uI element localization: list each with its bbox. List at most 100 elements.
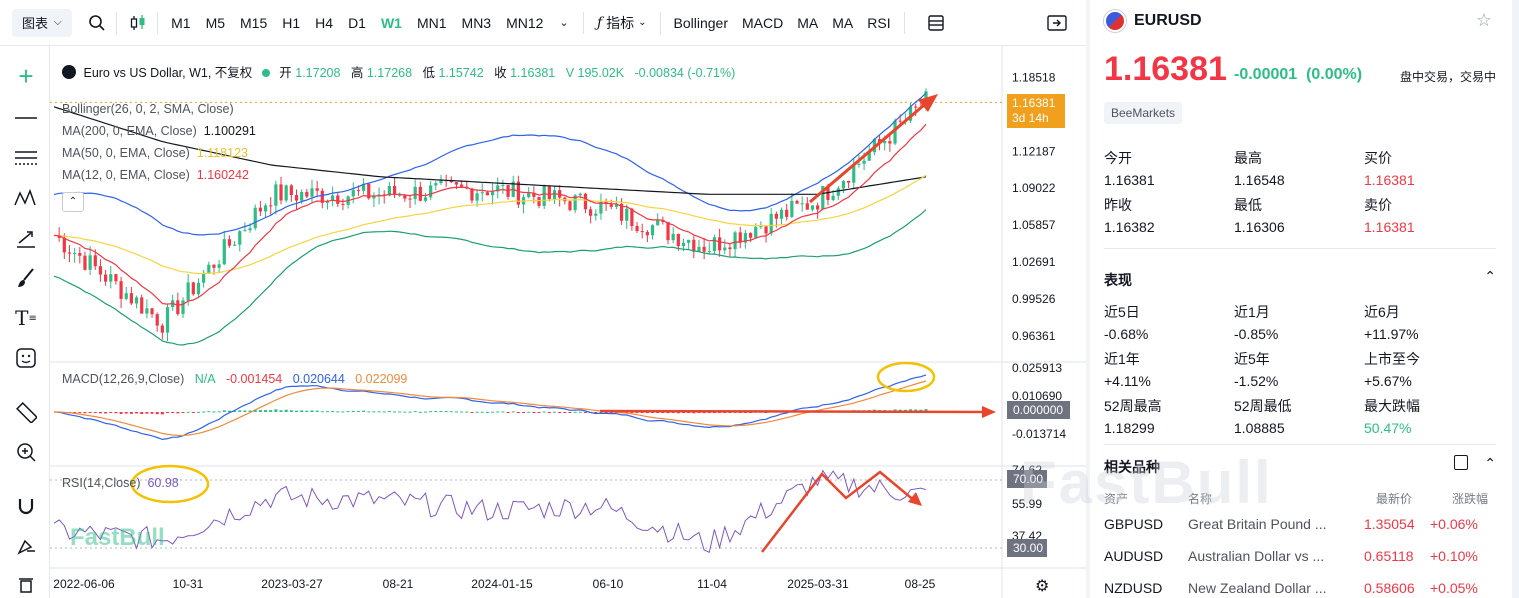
stat-value: 1.16381 — [1364, 172, 1415, 188]
horizontal-lines-icon[interactable] — [12, 144, 40, 172]
drawing-toolbar: + T ≡ — [0, 46, 50, 598]
candle-body — [883, 141, 887, 144]
crosshair-icon[interactable]: + — [18, 60, 34, 91]
timeframe-mn3[interactable]: MN3 — [461, 14, 492, 31]
trend-line-icon[interactable] — [12, 104, 40, 132]
brush-icon[interactable] — [12, 264, 40, 292]
candlestick-icon[interactable] — [125, 10, 151, 36]
chart-area[interactable]: 1.18518 1.12187 1.09022 1.05857 1.02691 0.995… — [50, 46, 1086, 598]
candle-body — [578, 193, 582, 196]
macd-histogram-bar — [212, 411, 216, 413]
ma12-legend[interactable]: MA(12, 0, EMA, Close) 1.160242 — [62, 168, 249, 182]
macd-histogram-bar — [491, 411, 495, 413]
macd-histogram-bar — [124, 412, 128, 414]
chart-type-select[interactable]: 图表 ⌵ — [12, 8, 72, 37]
trash-icon[interactable] — [12, 570, 40, 598]
lock-drawing-icon[interactable] — [12, 532, 40, 560]
macd-histogram-bar — [356, 410, 360, 412]
macd-legend[interactable]: MACD(12,26,9,Close) N/A -0.001454 0.0206… — [62, 372, 408, 386]
settings-gear-icon[interactable]: ⚙ — [1035, 578, 1050, 595]
indicator-ma-button[interactable]: MA — [832, 14, 854, 31]
macd-histogram-bar — [599, 411, 603, 413]
chart-canvas[interactable]: 1.18518 1.12187 1.09022 1.05857 1.02691 0.995… — [50, 46, 1086, 598]
macd-histogram-bar — [424, 411, 428, 413]
macd-histogram-bar — [681, 412, 685, 414]
indicators-button[interactable]: ƒ 指标 ⌄ — [590, 13, 654, 33]
timeframe-m1[interactable]: M1 — [171, 14, 191, 31]
candle-body — [692, 239, 696, 252]
high-value: 1.17268 — [366, 66, 413, 80]
indicator-macd-button[interactable]: MACD — [742, 14, 784, 31]
indicator-rsi-button[interactable]: RSI — [867, 14, 891, 31]
ma200-legend[interactable]: MA(200, 0, EMA, Close) 1.100291 — [62, 124, 256, 138]
collapse-chevron-icon[interactable]: ⌃ — [1484, 268, 1496, 284]
ma50-legend[interactable]: MA(50, 0, EMA, Close) 1.118123 — [62, 146, 248, 160]
projection-icon[interactable] — [12, 224, 40, 252]
candle-body — [434, 183, 438, 186]
timeframe-mn1[interactable]: MN1 — [416, 14, 447, 31]
timeframe-m5[interactable]: M5 — [205, 14, 226, 31]
layout-icon[interactable] — [923, 10, 949, 36]
macd-histogram-bar — [98, 412, 102, 414]
macd-histogram-bar — [150, 412, 154, 414]
chevron-down-icon[interactable]: ⌄ — [559, 17, 569, 29]
candle-body — [733, 232, 737, 250]
macd-histogram-bar — [516, 412, 520, 413]
collapse-chevron-icon[interactable]: ⌃ — [1484, 455, 1496, 471]
collapse-legend-button[interactable]: ⌃ — [62, 192, 84, 212]
macd-histogram-bar — [449, 411, 453, 413]
macd-highlight-circle — [876, 361, 936, 393]
candle-body — [325, 200, 330, 203]
related-row[interactable]: AUDUSD Australian Dollar vs ... 0.65118 +0.… — [1104, 548, 1496, 568]
candle-body — [661, 220, 665, 222]
rsi-highlight-circle — [130, 464, 210, 504]
rsi-legend[interactable]: RSI(14,Close) 60.98 — [62, 476, 179, 490]
indicator-ma-button[interactable]: MA — [797, 14, 819, 31]
pattern-icon[interactable] — [12, 184, 40, 212]
candle-body — [222, 239, 226, 265]
emoji-icon[interactable] — [12, 344, 40, 372]
broker-badge[interactable]: BeeMarkets — [1104, 102, 1183, 124]
related-row[interactable]: GBPUSD Great Britain Pound ... 1.35054 +0.0… — [1104, 516, 1496, 536]
timeframe-h1[interactable]: H1 — [282, 14, 301, 31]
candle-body — [769, 213, 773, 234]
macd-histogram-bar — [186, 411, 190, 413]
macd-histogram-bar — [656, 412, 660, 413]
candle-body — [207, 264, 211, 274]
candle-body — [527, 192, 531, 198]
stat-item: 买价 1.16381 — [1364, 148, 1415, 188]
related-symbol: AUDUSD — [1104, 548, 1164, 564]
timeframe-mn12[interactable]: MN12 — [506, 14, 544, 31]
list-icon[interactable] — [1454, 455, 1468, 470]
bollinger-legend[interactable]: Bollinger(26, 0, 2, SMA, Close) — [62, 102, 234, 116]
divider — [156, 11, 158, 34]
zoom-in-icon[interactable] — [12, 438, 40, 466]
ruler-icon[interactable] — [12, 398, 40, 426]
macd-histogram-bar — [418, 411, 422, 413]
candle-body — [253, 207, 257, 229]
text-icon[interactable]: T ≡ — [15, 306, 37, 330]
divider — [115, 11, 117, 34]
timeframe-h4[interactable]: H4 — [315, 14, 334, 31]
stat-value: 1.08885 — [1234, 420, 1285, 436]
stat-item: 52周最高 1.18299 — [1104, 396, 1162, 436]
search-icon[interactable] — [84, 10, 110, 36]
macd-histogram-bar — [702, 412, 706, 414]
indicator-bollinger-button[interactable]: Bollinger — [673, 14, 729, 31]
timeframe-d1[interactable]: D1 — [348, 14, 366, 31]
candle-body — [568, 201, 572, 211]
timeframe-w1[interactable]: W1 — [380, 14, 402, 31]
related-row[interactable]: NZDUSD New Zealand Dollar ... 0.58606 +0.05… — [1104, 580, 1496, 598]
related-price: 1.35054 — [1364, 516, 1415, 532]
timeframe-m15[interactable]: M15 — [240, 14, 268, 31]
candle-body — [160, 325, 164, 333]
rsi-70-tag: 70.00 — [1007, 470, 1047, 488]
stat-item: 卖价 1.16381 — [1364, 195, 1415, 235]
open-value: 1.17208 — [295, 66, 341, 80]
magnet-icon[interactable] — [12, 492, 40, 520]
favorite-star-icon[interactable]: ☆ — [1475, 10, 1492, 30]
fullscreen-icon[interactable] — [1044, 10, 1070, 36]
ma200-line — [53, 106, 927, 195]
function-icon: ƒ — [596, 14, 603, 31]
divider — [582, 11, 584, 34]
